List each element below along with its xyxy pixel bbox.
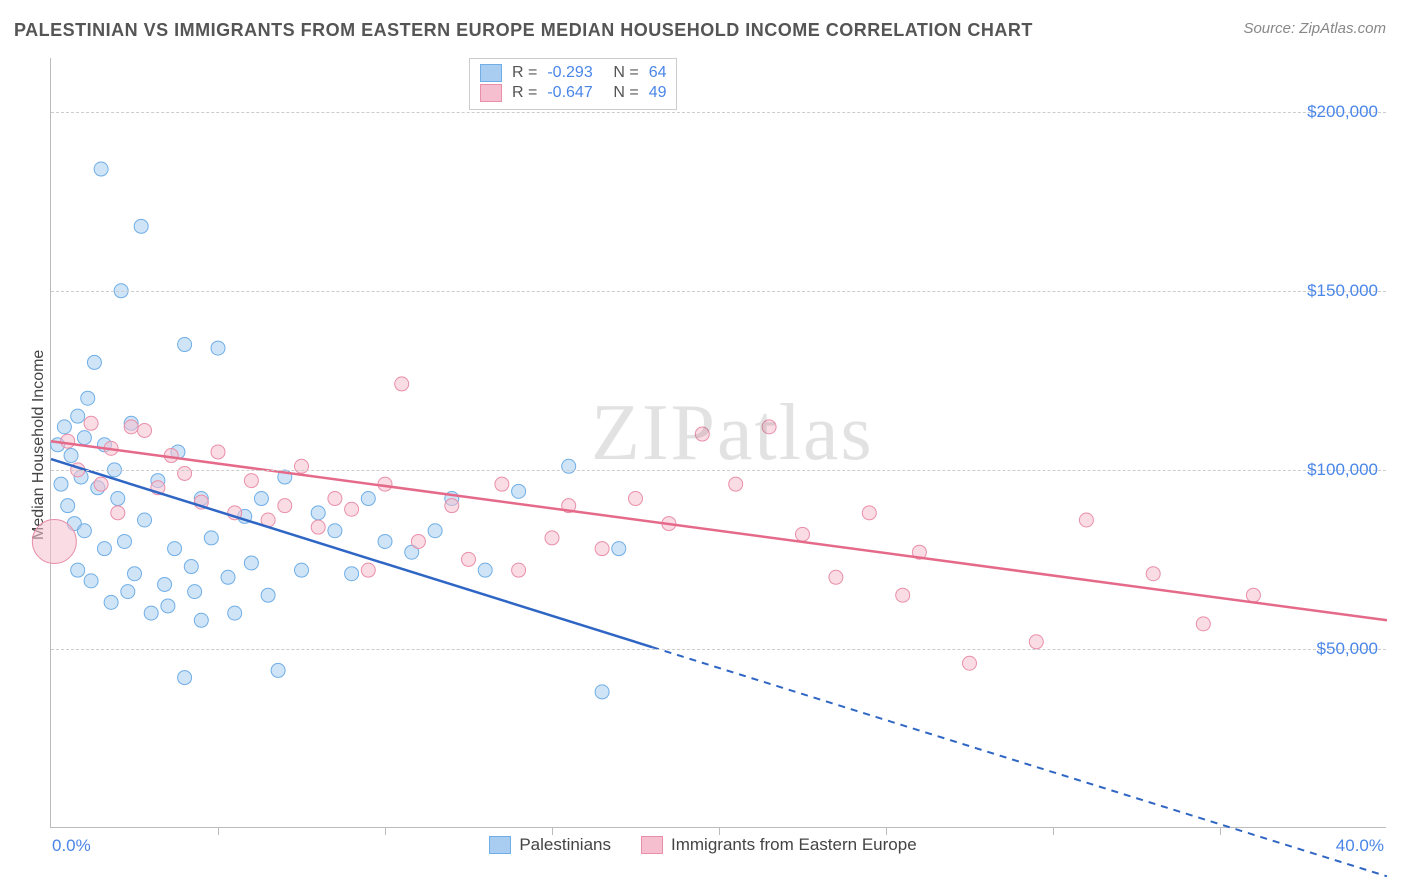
stats-label: N = (613, 64, 638, 82)
plot-area: R = -0.293 N = 64 R = -0.647 N = 49 ZIPa… (50, 58, 1386, 828)
chart-svg (51, 58, 1386, 827)
stats-r-value: -0.647 (547, 84, 603, 102)
source-attribution: Source: ZipAtlas.com (1243, 20, 1386, 37)
y-tick-label: $200,000 (1307, 102, 1378, 122)
stats-swatch-blue (480, 64, 502, 82)
bottom-legend: Palestinians Immigrants from Eastern Eur… (0, 835, 1406, 855)
gridline (51, 291, 1386, 292)
y-tick-label: $50,000 (1317, 639, 1378, 659)
legend-swatch-pink (641, 836, 663, 854)
y-tick-label: $150,000 (1307, 281, 1378, 301)
legend-label: Immigrants from Eastern Europe (671, 835, 917, 855)
y-axis-label: Median Household Income (30, 350, 48, 540)
chart-title: PALESTINIAN VS IMMIGRANTS FROM EASTERN E… (14, 20, 1033, 41)
correlation-stats-box: R = -0.293 N = 64 R = -0.647 N = 49 (469, 58, 677, 110)
stats-label: R = (512, 84, 537, 102)
stats-label: N = (613, 84, 638, 102)
gridline (51, 649, 1386, 650)
legend-item: Palestinians (489, 835, 611, 855)
gridline (51, 112, 1386, 113)
stats-row: R = -0.647 N = 49 (480, 83, 666, 103)
y-tick-label: $100,000 (1307, 460, 1378, 480)
stats-swatch-pink (480, 84, 502, 102)
stats-n-value: 64 (649, 64, 667, 82)
legend-item: Immigrants from Eastern Europe (641, 835, 917, 855)
gridline (51, 470, 1386, 471)
stats-row: R = -0.293 N = 64 (480, 63, 666, 83)
stats-r-value: -0.293 (547, 64, 603, 82)
stats-label: R = (512, 64, 537, 82)
stats-n-value: 49 (649, 84, 667, 102)
legend-label: Palestinians (519, 835, 611, 855)
legend-swatch-blue (489, 836, 511, 854)
